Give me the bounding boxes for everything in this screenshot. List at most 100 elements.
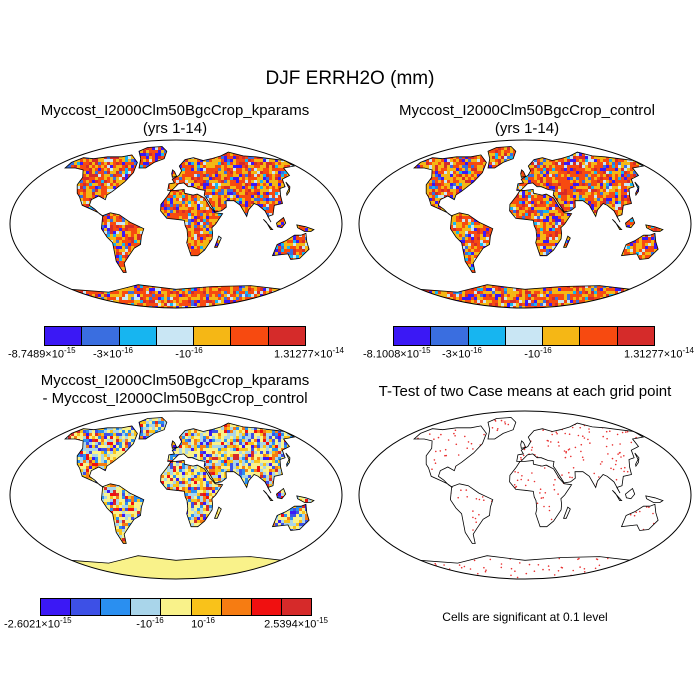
colorbar-label-mantissa: -10 [524,349,540,361]
coastline-japan [634,452,640,468]
map-control [358,139,692,309]
coastline-japan [634,181,640,197]
coastline-antarctica [70,555,284,579]
colorbar-label-exponent: -16 [203,616,215,625]
colorbar-swatch [82,327,120,345]
colorbar-label-exponent: -16 [121,346,133,355]
coastline-borneo [625,487,636,500]
coastline-south-america [449,483,494,544]
coastline-greenland [138,146,168,169]
colorbar-label-exponent: -15 [419,346,431,355]
panel-title-difference: Myccost_I2000Clm50BgcCrop_kparams - Mycc… [5,372,345,408]
colorbar-swatch [191,599,222,615]
coastline-madagascar [214,235,222,248]
coastline-south-america [100,212,145,273]
coastline-south-america [100,483,145,544]
panel-title-difference-line1: Myccost_I2000Clm50BgcCrop_kparams [5,372,345,390]
colorbar-label: -3×10-16 [442,346,482,361]
antarctica-fill [70,555,282,579]
coastlines [413,146,664,308]
colorbar-label-mantissa: -8.1008×10 [363,349,419,361]
coastline-north-america [64,154,138,217]
colorbar-label: 1.31277×10-14 [624,346,694,361]
coastline-madagascar [214,506,222,519]
colorbar-swatch [505,327,544,345]
globe-border [358,410,692,580]
coastline-australia [620,503,659,531]
colorbar-label: -10-16 [175,346,202,361]
coastline-eurasia [167,422,296,494]
coastline-eurasia [167,151,296,223]
colorbar-label: 1.31277×10-14 [274,346,344,361]
colorbar-label-mantissa: -2.6021×10 [4,619,60,631]
colorbar-label-exponent: -16 [540,346,552,355]
colorbar-label-exponent: -16 [191,346,203,355]
colorbar-swatch [119,327,157,345]
colorbar-label: 2.5394×10-15 [264,616,328,631]
coastline-borneo [625,216,636,229]
colorbar-label-mantissa: -3×10 [442,349,470,361]
coastline-africa [160,460,224,528]
colorbar-swatch [231,327,269,345]
map-kparams [9,139,343,309]
coastline-sumatra [263,490,274,501]
colorbar-swatch [431,327,469,345]
coastline-sumatra [612,219,623,230]
coastline-australia [620,232,659,260]
globe-border [358,139,692,309]
map-ttest [358,410,692,580]
colorbar-difference [40,598,312,616]
coastline-antarctica [419,284,633,308]
coastline-australia [271,503,310,531]
colorbar-swatch [617,327,654,345]
colorbar-swatch [45,327,83,345]
coastline-new-guinea [296,224,315,232]
coastline-madagascar [563,235,571,248]
colorbar-label-mantissa: -10 [136,619,152,631]
colorbar-label: -8.7489×10-15 [8,346,76,361]
coastline-north-america [413,425,487,488]
coastline-new-guinea [645,224,664,232]
colorbar-swatch [41,599,72,615]
coastline-uk [520,169,527,178]
colorbar-swatch [251,599,282,615]
colorbar-label: -3×10-16 [93,346,133,361]
coastline-africa [160,189,224,257]
ttest-caption: Cells are significant at 0.1 level [357,610,693,624]
colorbar-label-mantissa: -10 [175,349,191,361]
colorbar-swatch [281,599,311,615]
coastline-greenland [487,417,517,440]
colorbar-swatch [580,327,618,345]
coastline-south-america [449,212,494,273]
colorbar-swatch [394,327,432,345]
colorbar-label-exponent: -14 [332,346,344,355]
panel-title-kparams-line2: (yrs 1-14) [10,120,340,138]
coastline-eurasia [516,422,645,494]
coastline-africa [509,189,573,257]
colorbar-label: 10-16 [191,616,215,631]
panel-title-kparams-line1: Myccost_I2000Clm50BgcCrop_kparams [10,102,340,120]
panel-title-control-line2: (yrs 1-14) [362,120,692,138]
panel-title-kparams: Myccost_I2000Clm50BgcCrop_kparams (yrs 1… [10,102,340,138]
colorbar-label-mantissa: 10 [191,619,203,631]
coastline-borneo [276,487,287,500]
coastline-north-america [64,425,138,488]
coastline-antarctica [70,284,284,308]
coastline-greenland [487,146,517,169]
colorbar-swatch [543,327,581,345]
colorbar-label-exponent: -16 [152,616,164,625]
coastline-sumatra [263,219,274,230]
panel-title-control-line1: Myccost_I2000Clm50BgcCrop_control [362,102,692,120]
coastline-new-guinea [645,495,664,503]
coastline-antarctica [419,555,633,579]
colorbar-label-exponent: -15 [60,616,72,625]
coastline-japan [285,452,291,468]
coastline-sumatra [612,490,623,501]
colorbar-label-exponent: -15 [316,616,328,625]
panel-title-difference-line2: - Myccost_I2000Clm50BgcCrop_control [5,390,345,408]
panel-title-ttest: T-Test of two Case means at each grid po… [357,383,693,401]
colorbar-label-mantissa: 2.5394×10 [264,619,316,631]
colorbar-label: -2.6021×10-15 [4,616,72,631]
colorbar-label: -10-16 [524,346,551,361]
coastline-uk [171,440,178,449]
